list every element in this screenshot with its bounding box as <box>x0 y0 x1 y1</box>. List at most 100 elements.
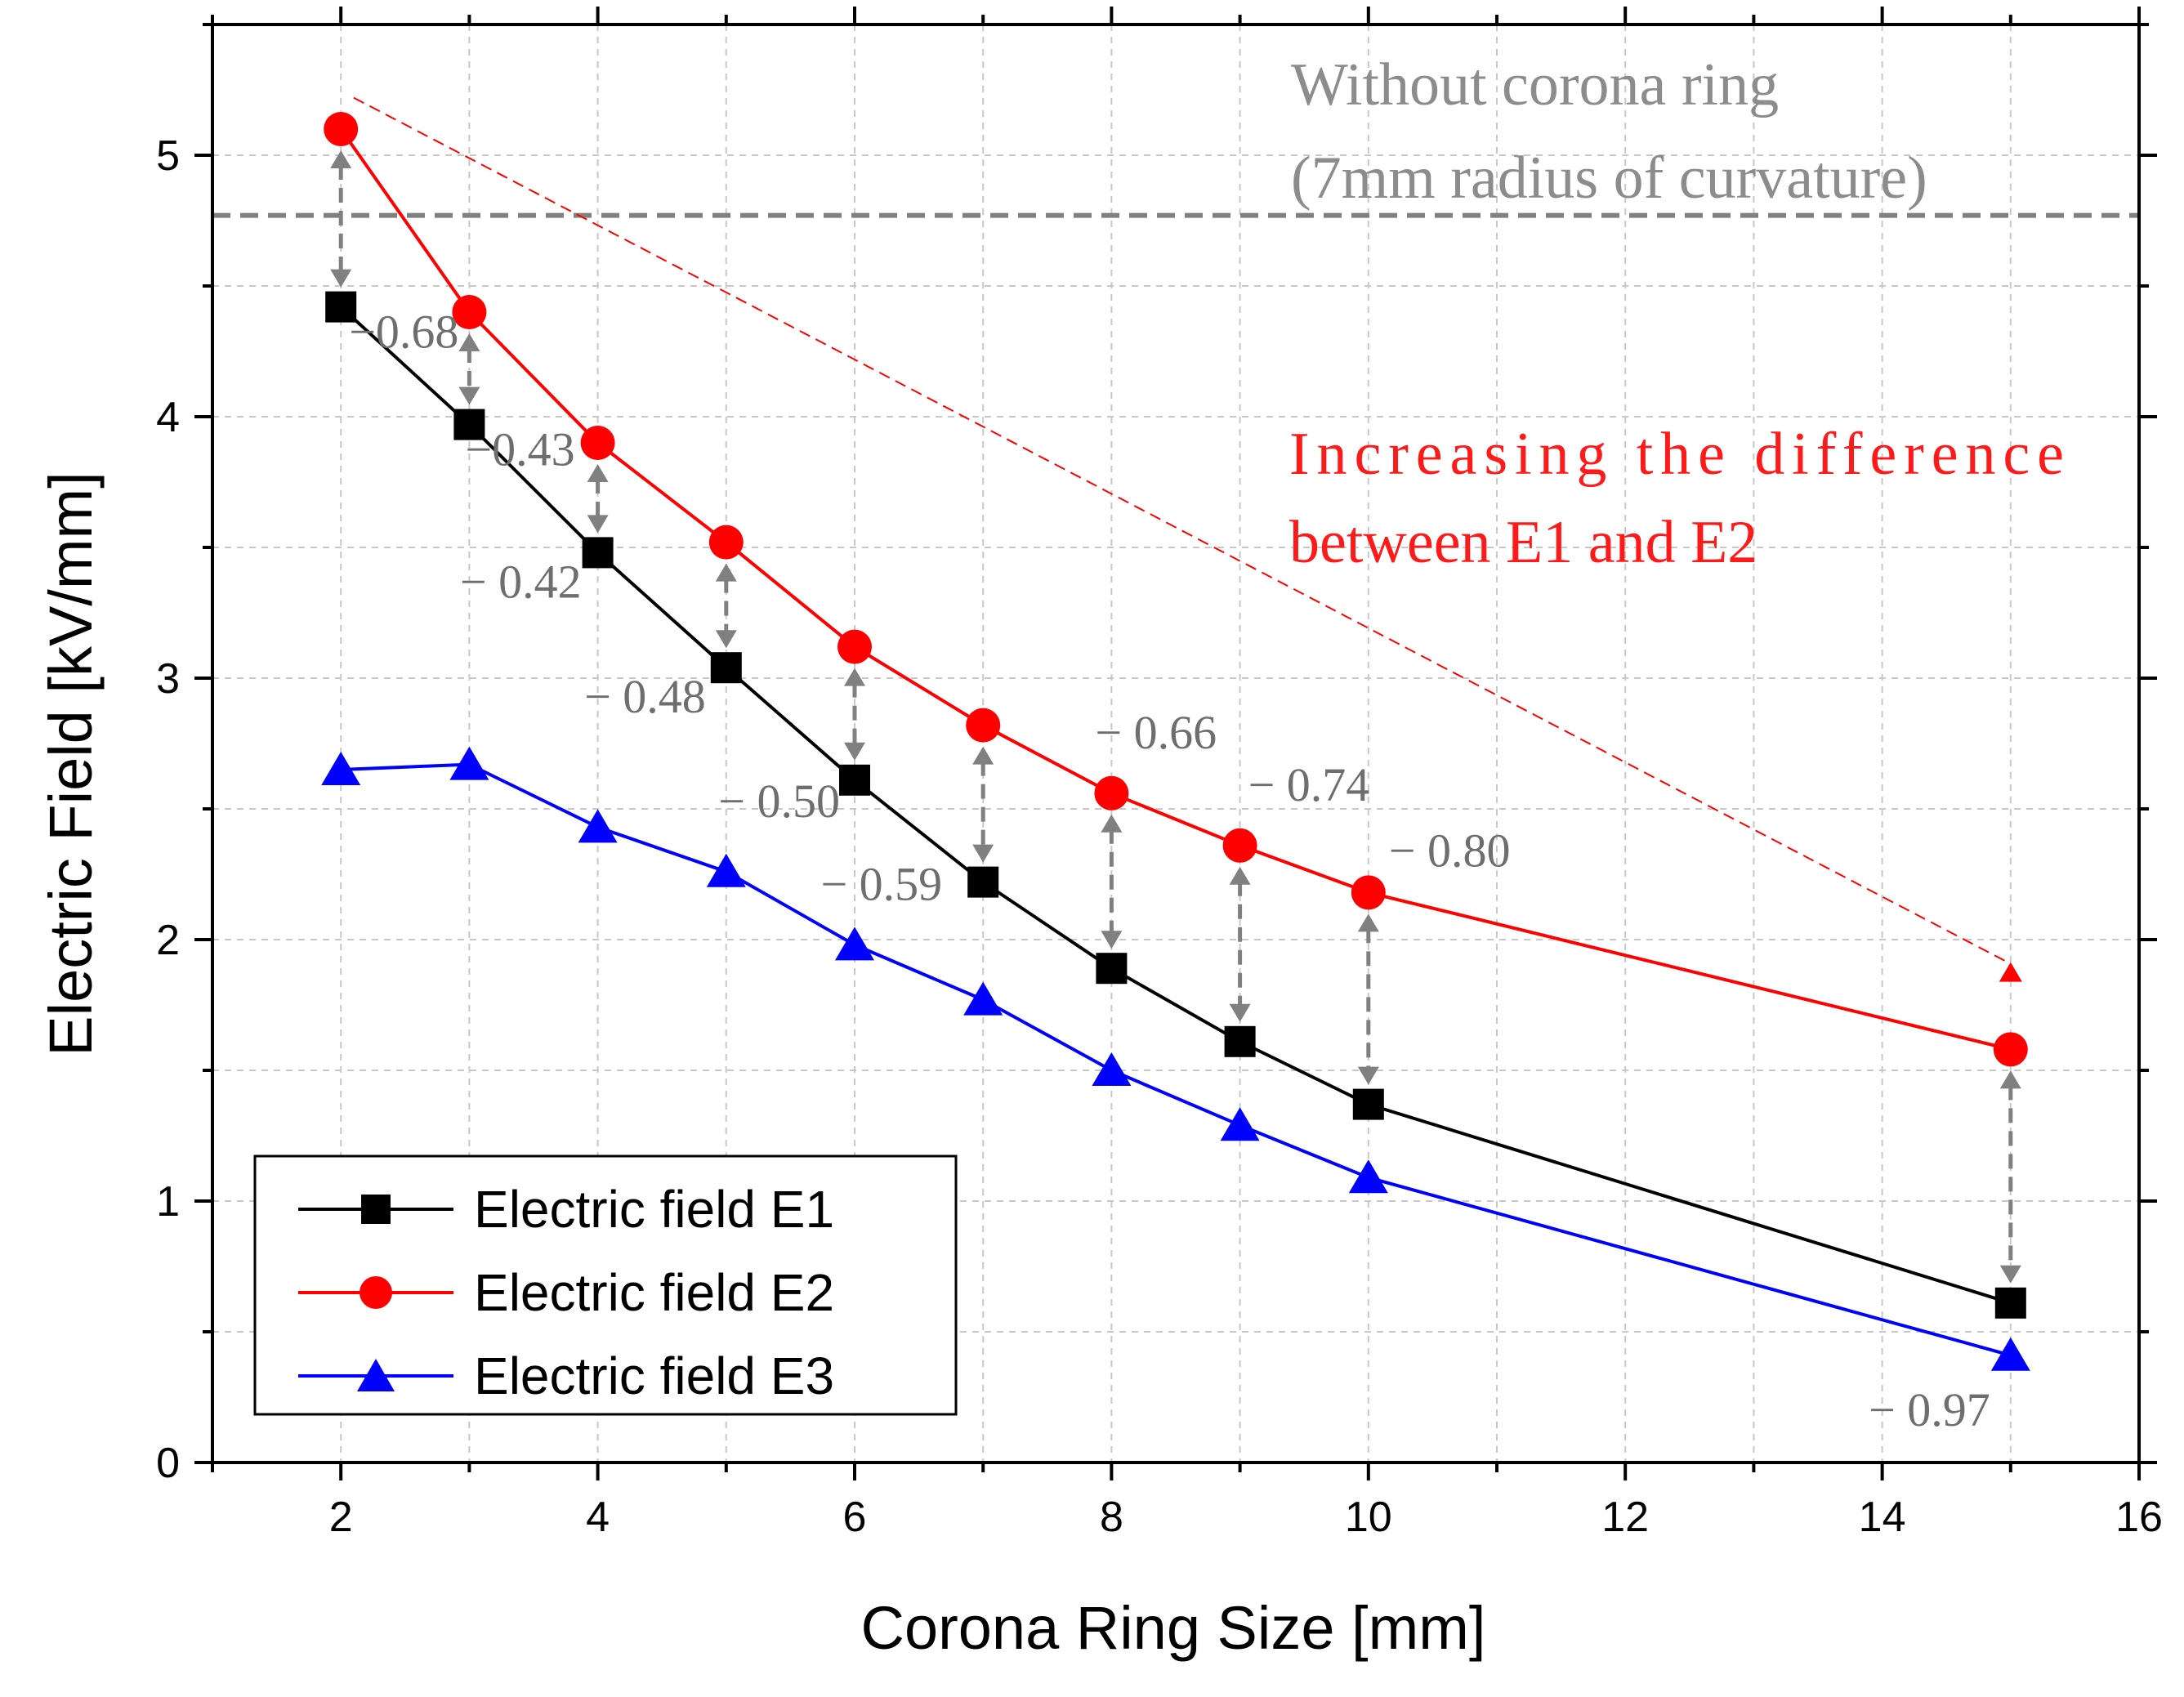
data-point-e3 <box>1220 1107 1260 1141</box>
difference-arrowhead-down <box>1999 1265 2021 1284</box>
data-point-e2 <box>837 629 872 664</box>
difference-arrowhead-down <box>1101 931 1123 949</box>
trend-line <box>353 96 2012 965</box>
difference-label: − 0.59 <box>820 858 942 911</box>
data-point-e3 <box>835 927 874 961</box>
data-point-e3 <box>578 809 618 843</box>
series-line-2 <box>339 127 2012 1052</box>
difference-arrowhead-up <box>1229 866 1251 885</box>
data-point-e1 <box>839 764 870 796</box>
data-point-e1 <box>453 409 485 440</box>
x-tick-label: 6 <box>843 1494 867 1541</box>
reference-layer <box>212 96 2139 982</box>
difference-arrowhead-down <box>587 515 609 534</box>
y-tick-label: 3 <box>156 655 180 703</box>
data-point-e3 <box>963 981 1003 1016</box>
difference-label: − 0.50 <box>718 775 840 828</box>
x-tick-label: 4 <box>586 1494 610 1541</box>
difference-arrowhead-up <box>1999 1070 2021 1089</box>
difference-label: − 0.97 <box>1869 1383 1990 1436</box>
data-point-e1 <box>1352 1088 1384 1120</box>
difference-arrowhead-up <box>1357 913 1379 932</box>
trend-label-line1: Increasing the difference <box>1289 421 2064 488</box>
data-point-e2 <box>1351 875 1386 910</box>
data-point-e1 <box>1096 953 1128 985</box>
difference-arrowhead-down <box>1229 1003 1251 1022</box>
x-tick-label: 10 <box>1345 1494 1392 1541</box>
data-point-e1 <box>967 866 999 898</box>
data-point-e3 <box>706 853 746 887</box>
difference-arrowhead-down <box>844 742 865 761</box>
legend-label-e2: Electric field E2 <box>474 1263 834 1322</box>
difference-label: −0.43 <box>465 423 574 476</box>
difference-arrowhead-down <box>715 630 737 649</box>
data-point-e3 <box>1990 1337 2030 1371</box>
legend-label-e3: Electric field E3 <box>474 1346 834 1405</box>
reference-label-line2: (7mm radius of curvature) <box>1291 145 1927 212</box>
data-point-e3 <box>449 746 489 780</box>
data-point-e1 <box>1224 1025 1256 1057</box>
difference-label: − 0.66 <box>1095 706 1217 759</box>
data-point-e1 <box>710 652 742 684</box>
data-point-e2 <box>452 295 487 329</box>
legend-swatch-e1-marker <box>361 1195 391 1224</box>
difference-arrowhead-down <box>1357 1066 1379 1085</box>
data-point-e3 <box>1348 1159 1388 1194</box>
difference-arrowhead-up <box>844 668 865 686</box>
data-point-e2 <box>1993 1032 2028 1067</box>
trend-label-line2: between E1 and E2 <box>1289 509 1757 576</box>
x-tick-label: 16 <box>2115 1494 2163 1541</box>
annotations: −0.68 −0.43 − 0.42 − 0.48− 0.50 − 0.59 − 0.66… <box>349 306 1990 1436</box>
data-point-e2 <box>1094 775 1129 811</box>
difference-arrowhead-down <box>330 269 352 288</box>
data-point-e1 <box>582 537 614 569</box>
difference-arrowhead-down <box>972 844 994 863</box>
difference-arrowhead-up <box>1101 814 1123 833</box>
difference-arrowhead-up <box>330 150 352 168</box>
data-point-e2 <box>708 525 744 560</box>
difference-label: − 0.74 <box>1248 758 1370 811</box>
data-point-e2 <box>966 708 1001 743</box>
data-point-e2 <box>580 426 615 460</box>
y-axis-title: Electric Field [kV/mm] <box>37 471 105 1056</box>
y-tick-label: 1 <box>156 1178 180 1226</box>
legend: Electric field E1 Electric field E2 Elec… <box>253 1154 958 1416</box>
difference-arrows <box>330 150 2021 1284</box>
x-tick-label: 8 <box>1100 1494 1123 1541</box>
difference-arrowhead-up <box>458 333 480 351</box>
reference-label-line1: Without corona ring <box>1291 51 1779 118</box>
x-tick-label: 12 <box>1601 1494 1649 1541</box>
difference-arrowhead-up <box>972 746 994 765</box>
plot-frame <box>211 23 2141 1464</box>
data-point-e2 <box>1222 828 1257 863</box>
data-point-e2 <box>324 112 359 146</box>
difference-arrowhead-up <box>587 464 609 482</box>
legend-swatch-e3-marker <box>357 1359 395 1391</box>
y-tick-label: 4 <box>156 394 180 441</box>
legend-swatch-e2-marker <box>360 1276 392 1309</box>
difference-arrowhead-up <box>715 563 737 582</box>
difference-arrowhead-down <box>458 386 480 405</box>
data-point-e3 <box>1092 1052 1132 1086</box>
data-point-e1 <box>325 291 357 323</box>
y-tick-label: 2 <box>156 917 180 964</box>
series-layer <box>321 112 2030 1371</box>
grid-lines <box>212 25 2139 1463</box>
trend-arrowhead <box>1999 962 2022 982</box>
difference-label: − 0.48 <box>584 670 706 723</box>
data-point-e1 <box>1994 1287 2026 1319</box>
y-tick-label: 5 <box>156 132 180 180</box>
difference-label: − 0.80 <box>1389 824 1511 877</box>
series-line-3 <box>341 762 2012 1357</box>
y-tick-label: 0 <box>156 1440 180 1487</box>
x-tick-label: 14 <box>1859 1494 1906 1541</box>
x-tick-label: 2 <box>329 1494 353 1541</box>
data-point-e3 <box>321 752 361 785</box>
series-line-1 <box>339 306 2012 1305</box>
x-axis-title: Corona Ring Size [mm] <box>861 1594 1486 1662</box>
axes <box>194 7 2157 1480</box>
difference-label: − 0.42 <box>460 555 582 608</box>
legend-label-e1: Electric field E1 <box>474 1180 834 1239</box>
